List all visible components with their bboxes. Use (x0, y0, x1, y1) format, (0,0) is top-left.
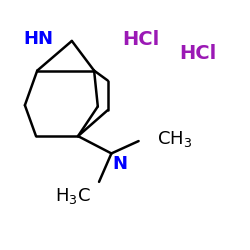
Text: H$_3$C: H$_3$C (54, 186, 90, 206)
Text: N: N (113, 156, 128, 174)
Text: HN: HN (23, 30, 53, 48)
Text: CH$_3$: CH$_3$ (157, 129, 192, 149)
Text: HCl: HCl (179, 44, 216, 63)
Text: HCl: HCl (122, 30, 160, 49)
